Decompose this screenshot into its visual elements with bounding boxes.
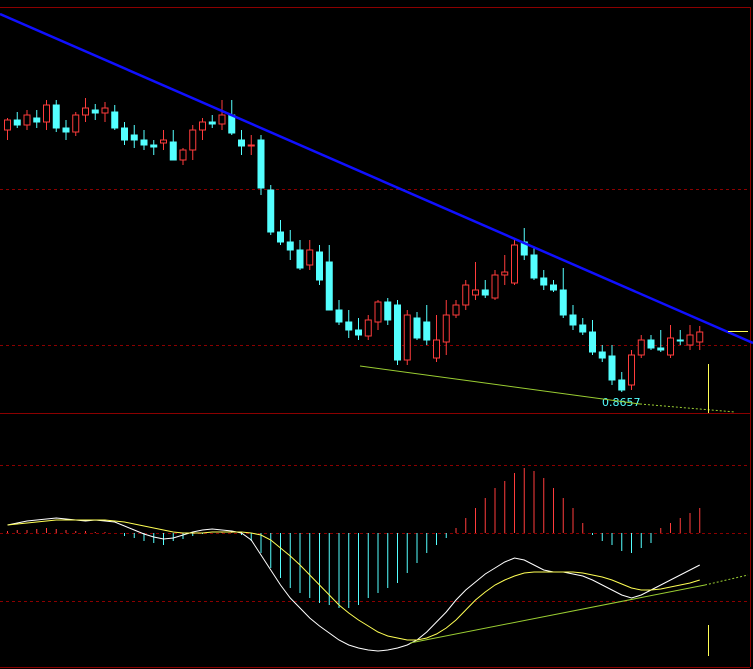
candle-body-down <box>286 241 294 251</box>
candle-body-down <box>589 331 596 353</box>
candle-body-up <box>637 339 645 356</box>
candle-body-up <box>72 114 80 133</box>
candle-body-up <box>43 104 50 123</box>
candle-body-down <box>647 339 655 349</box>
candle-body-down <box>384 301 392 321</box>
candle-body-down <box>559 289 567 316</box>
candle-body-up <box>472 289 479 296</box>
candle-body-down <box>238 139 245 147</box>
candle-body-down <box>169 141 177 161</box>
dea-line <box>7 519 700 641</box>
candle-body-down <box>598 351 606 359</box>
grid <box>0 189 750 602</box>
candle-body-down <box>657 347 665 351</box>
candle-body-up <box>628 354 635 386</box>
candle-body-down <box>423 321 431 341</box>
candle-body-up <box>218 114 226 125</box>
candle-body-down <box>130 134 138 141</box>
candle-body-up <box>364 319 372 337</box>
candle-body-up <box>247 144 255 147</box>
candle-body-down <box>91 109 99 114</box>
candle-body-down <box>277 231 284 243</box>
candle-body-up <box>433 339 440 359</box>
candle-body-up <box>442 314 450 343</box>
trend-line <box>0 12 753 345</box>
candle-body-down <box>569 314 577 326</box>
candle-body-down <box>228 114 236 134</box>
candle-body-down <box>121 127 128 141</box>
macd-support-extension <box>704 574 749 586</box>
candle-body-down <box>257 139 265 189</box>
candle-body-up <box>374 301 382 323</box>
candle-body-down <box>296 249 304 269</box>
candle-body-up <box>179 149 187 161</box>
candle-body-up <box>667 337 674 356</box>
candle-body-down <box>111 111 119 129</box>
candle-body-up <box>101 107 109 114</box>
candle-body-down <box>676 339 684 342</box>
candle-body-down <box>33 117 41 123</box>
candle-body-down <box>62 127 70 133</box>
macd-panel <box>7 468 701 652</box>
candle-body-up <box>23 114 31 126</box>
candle-body-down <box>335 309 343 323</box>
candle-body-down <box>355 329 362 336</box>
frame <box>0 7 751 668</box>
candle-body-down <box>608 355 616 381</box>
candle-body-up <box>160 139 167 144</box>
low-label: 0.8657 <box>602 396 641 409</box>
candle-body-down <box>394 304 401 361</box>
candle-body-down <box>579 324 587 333</box>
candle-body-down <box>316 251 323 281</box>
candle-body-up <box>491 274 499 299</box>
support-line <box>359 365 641 405</box>
candle-body-down <box>267 189 275 233</box>
drawings <box>0 12 753 656</box>
candle-body-up <box>306 249 314 266</box>
candle-body-down <box>618 379 626 391</box>
candle-body-down <box>52 104 60 129</box>
candle-body-down <box>481 289 489 296</box>
candle-body-down <box>540 277 548 286</box>
candle-body-up <box>696 331 704 343</box>
candle-body-down <box>13 119 21 126</box>
candle-body-up <box>501 271 509 276</box>
candle-body-down <box>550 284 557 291</box>
macd-support-line <box>409 584 706 644</box>
candle-body-up <box>199 121 206 131</box>
candle-body-up <box>462 284 470 306</box>
candle-body-down <box>530 254 538 279</box>
candle-body-up <box>403 314 411 361</box>
candle-body-up <box>686 334 694 346</box>
candle-body-down <box>325 261 333 311</box>
candle-body-down <box>140 139 148 146</box>
dif-line <box>7 517 700 652</box>
candle-body-up <box>4 119 11 131</box>
candle-body-up <box>189 129 197 151</box>
candle-body-down <box>413 317 421 339</box>
candle-body-down <box>345 321 353 331</box>
candle-body-up <box>82 107 89 116</box>
candle-body-up <box>452 304 460 316</box>
candle-body-down <box>150 144 158 148</box>
candle-body-down <box>208 121 216 125</box>
price-panel: 0.8657 <box>4 98 704 409</box>
candle-body-up <box>511 244 518 284</box>
